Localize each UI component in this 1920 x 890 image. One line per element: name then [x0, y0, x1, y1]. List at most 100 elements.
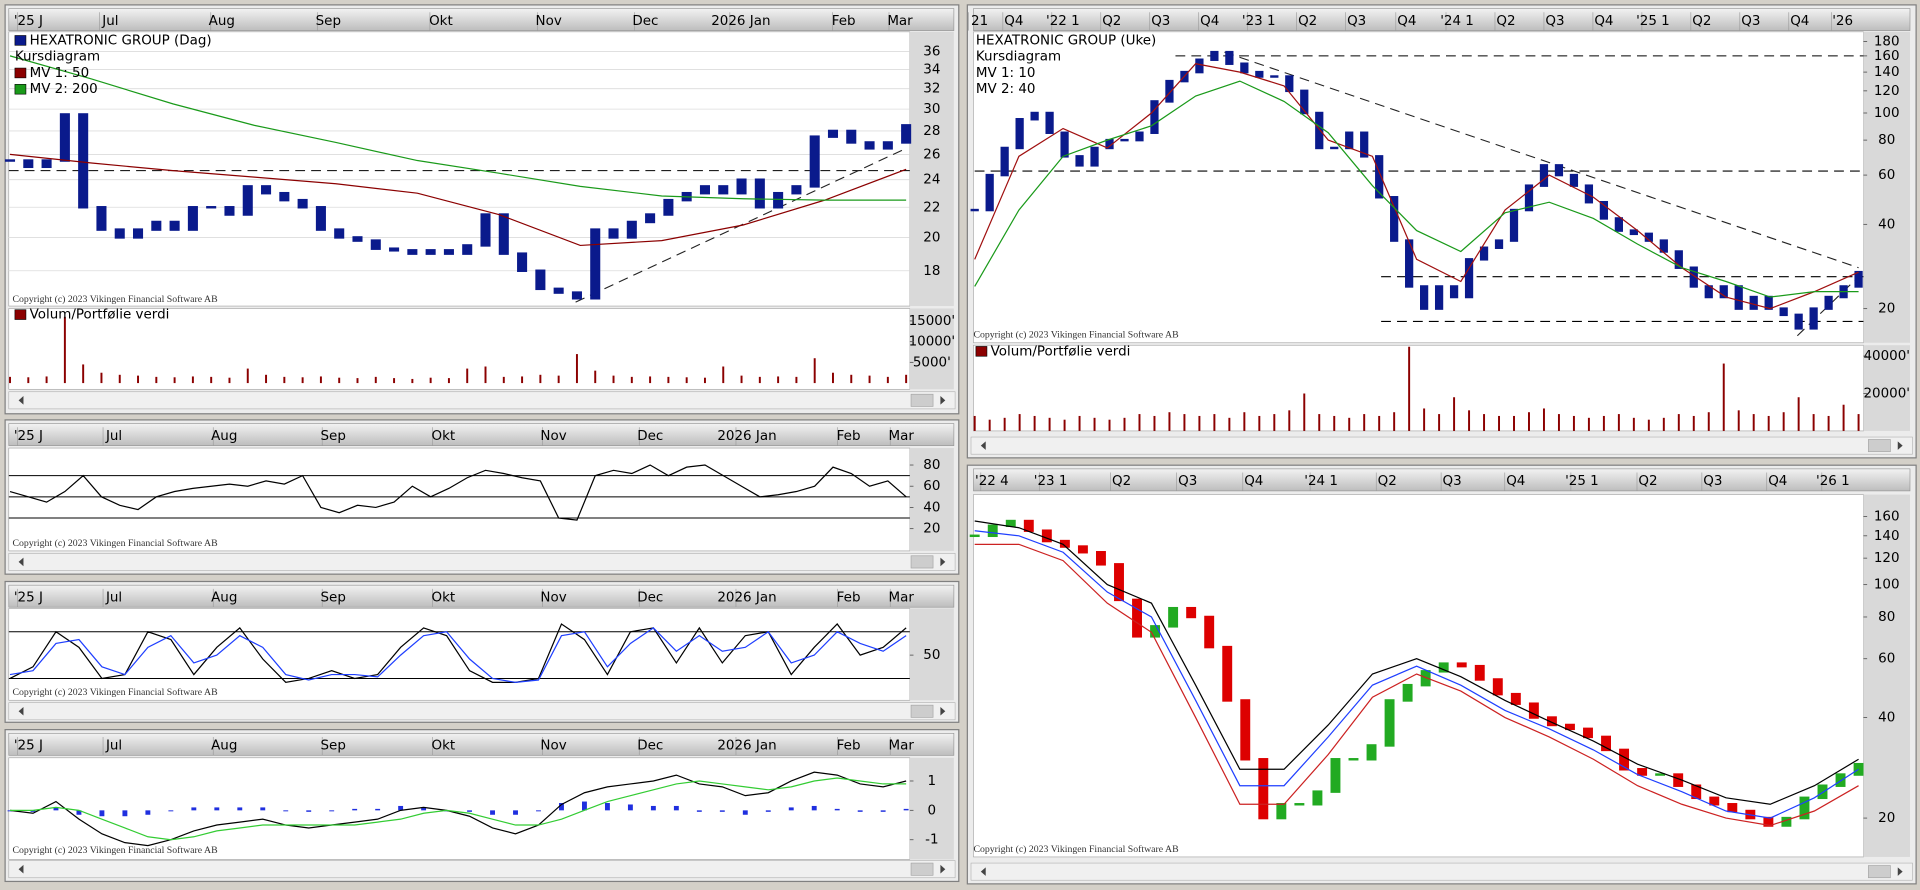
scrollbar[interactable]: [970, 862, 1913, 881]
candle: [224, 206, 235, 216]
candle: [1854, 270, 1863, 288]
volume-bar: [283, 376, 286, 384]
scroll-right-arrow[interactable]: [1897, 867, 1903, 876]
volume-bar: [1453, 397, 1456, 431]
trend-line: [1796, 276, 1859, 337]
y-tick-label: 10000': [909, 335, 956, 350]
candle: [809, 135, 820, 188]
time-axis-bar: [8, 732, 955, 756]
candle: [1781, 816, 1792, 827]
scroll-left-arrow[interactable]: [18, 557, 24, 567]
scrollbar[interactable]: [8, 860, 956, 879]
scroll-thumb[interactable]: [910, 393, 934, 407]
histogram-bar: [30, 810, 36, 812]
volume-bar: [1737, 410, 1740, 431]
candle: [791, 185, 802, 195]
histogram-bar: [490, 810, 495, 815]
candle: [1023, 519, 1034, 532]
candle: [242, 185, 253, 216]
scroll-thumb[interactable]: [1868, 865, 1891, 879]
candle: [1402, 683, 1413, 702]
candle: [1150, 100, 1159, 134]
time-axis-label: Sep: [321, 429, 346, 444]
candle: [1390, 196, 1399, 242]
volume-bar: [612, 375, 615, 384]
scroll-right-arrow[interactable]: [940, 864, 946, 874]
volume-bar: [667, 376, 670, 384]
scrollbar[interactable]: [970, 436, 1913, 455]
scroll-left-arrow[interactable]: [18, 396, 24, 405]
candle: [608, 228, 619, 239]
volume-bar: [1033, 415, 1036, 431]
scrollbar[interactable]: [8, 702, 956, 721]
candle: [663, 198, 674, 216]
y-tick-label: 40: [1878, 711, 1895, 726]
scroll-right-arrow[interactable]: [1897, 441, 1903, 450]
legend-label: MV 1: 50: [30, 66, 90, 81]
time-axis-label: Q3: [1443, 474, 1462, 489]
time-axis-label: Nov: [540, 429, 566, 444]
volume-bar: [1662, 417, 1665, 431]
time-axis-label: Aug: [211, 590, 237, 605]
scroll-right-arrow[interactable]: [940, 396, 946, 405]
volume-bar: [1258, 415, 1261, 431]
scroll-right-arrow[interactable]: [940, 557, 946, 567]
time-axis-label: Q4: [1244, 474, 1263, 489]
volume-bar: [1108, 419, 1111, 431]
candle: [41, 159, 52, 169]
volume-bar: [649, 376, 652, 384]
candle: [1763, 816, 1774, 827]
indicator-line: [974, 530, 1859, 819]
scroll-thumb[interactable]: [1868, 439, 1891, 453]
candle: [718, 185, 729, 195]
time-axis-label: Q3: [1178, 474, 1197, 489]
candle: [187, 206, 198, 231]
volume-bar: [1542, 408, 1545, 431]
scroll-thumb[interactable]: [910, 862, 934, 876]
y-tick-label: 20: [1878, 811, 1895, 826]
candle: [626, 220, 637, 239]
scrollbar[interactable]: [8, 553, 956, 571]
histogram-bar: [834, 808, 840, 811]
candle: [498, 213, 509, 255]
candle: [754, 178, 765, 209]
candle: [1005, 519, 1016, 528]
candle: [1691, 784, 1702, 800]
volume-bar: [832, 372, 834, 384]
candle: [407, 249, 418, 255]
candle: [1015, 118, 1024, 150]
candle: [1546, 716, 1557, 727]
candle: [1659, 239, 1668, 253]
time-axis-label: Nov: [540, 739, 566, 754]
scroll-thumb[interactable]: [910, 555, 934, 569]
volume-bar: [1168, 412, 1171, 431]
candle: [1150, 625, 1161, 638]
volume-bar: [429, 377, 432, 384]
scroll-left-arrow[interactable]: [980, 867, 986, 876]
indicator-line: [9, 627, 907, 683]
scroll-left-arrow[interactable]: [980, 441, 986, 450]
volume-bar: [557, 375, 560, 384]
scroll-right-arrow[interactable]: [940, 706, 946, 716]
candle: [969, 534, 980, 538]
legend-swatch: [14, 309, 27, 320]
volume-bar: [1722, 363, 1725, 431]
time-axis-label: '23 1: [1242, 14, 1276, 29]
candle: [1674, 250, 1683, 269]
scroll-left-arrow[interactable]: [18, 864, 24, 874]
y-tick-label: 0: [928, 803, 937, 818]
volume-bar: [118, 374, 121, 384]
scroll-left-arrow[interactable]: [18, 706, 24, 716]
volume-bar: [447, 378, 450, 384]
candle: [571, 291, 582, 300]
scroll-thumb[interactable]: [910, 704, 934, 718]
candle: [169, 220, 180, 231]
y-tick-label: 60: [1878, 168, 1895, 183]
candle: [901, 124, 912, 144]
histogram-bar: [329, 810, 335, 812]
y-tick-label: 40: [1878, 217, 1895, 232]
histogram-bar: [857, 810, 863, 812]
volume-bar: [1827, 415, 1830, 431]
histogram-bar: [53, 807, 59, 811]
scrollbar[interactable]: [8, 391, 956, 410]
